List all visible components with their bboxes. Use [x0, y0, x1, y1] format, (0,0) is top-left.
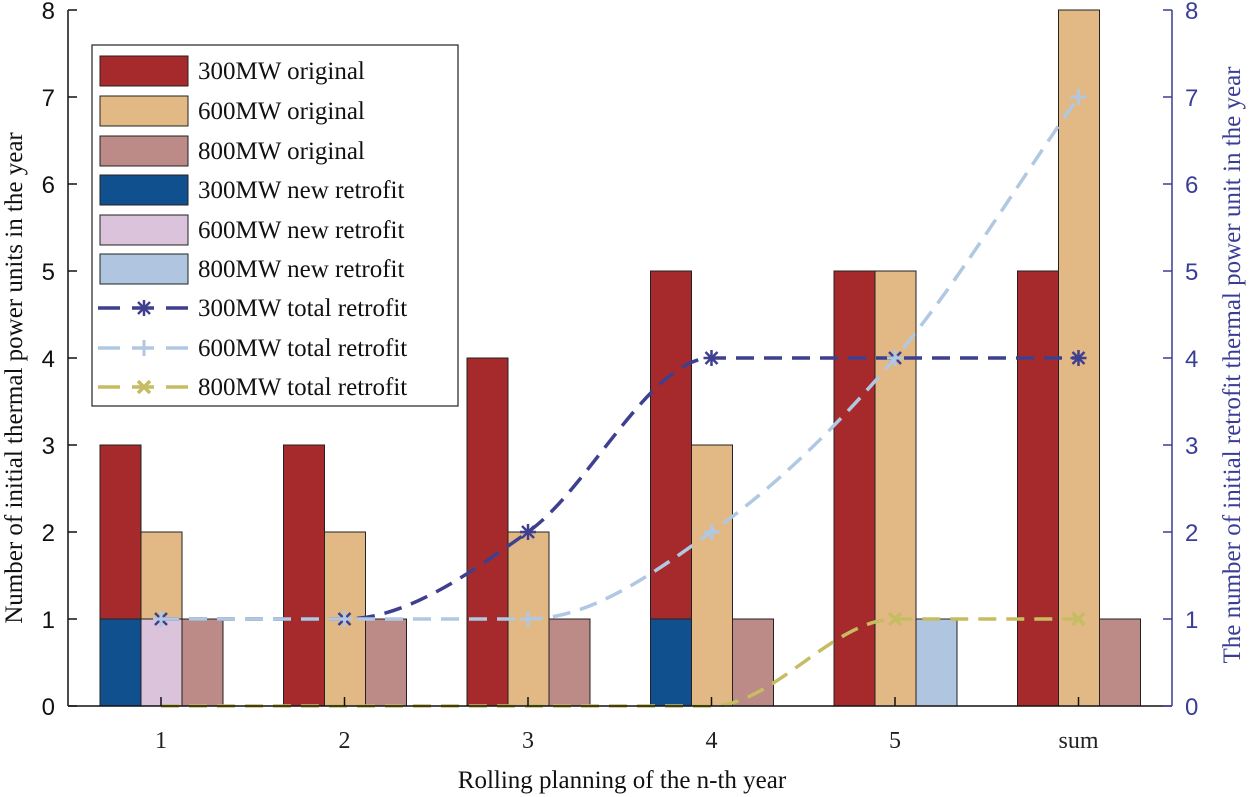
- bar-300mw-new-retrofit: [650, 618, 692, 707]
- y-tick-label-right: 5: [1185, 259, 1198, 286]
- bar-800mw-original: [732, 618, 774, 707]
- axis-frame: 0 0 1 1 2 2 3 3 4 4 5 5 6 6 7 7 8 8 1 2 3 4 5 sum: [42, 0, 1199, 754]
- legend: 300MW original 600MW original 800MW origin…: [91, 44, 459, 407]
- bar-300mw-original: [833, 270, 876, 707]
- line-300mw-total-retrofit-marker-d: [521, 525, 535, 539]
- legend-label: 300MW original: [198, 58, 365, 85]
- y-tick-label-left: 2: [42, 520, 55, 547]
- legend-swatch: [99, 135, 189, 167]
- legend-label: 600MW new retrofit: [198, 217, 404, 244]
- y-tick-label-left: 0: [42, 694, 55, 721]
- bar-300mw-original: [466, 357, 509, 707]
- y-tick-label-left: 8: [42, 0, 55, 25]
- bar-800mw-original: [181, 618, 224, 707]
- legend-swatch: [99, 95, 189, 127]
- bar-800mw-original: [548, 618, 591, 707]
- y-axis-title-left: Number of initial thermal power units in…: [1, 132, 28, 624]
- bar-800mw-new-retrofit: [915, 618, 958, 707]
- bar-800mw-original: [365, 618, 407, 707]
- legend-marker-d: [137, 301, 151, 315]
- x-tick-label: 4: [706, 728, 718, 754]
- bar-300mw-new-retrofit: [99, 618, 142, 707]
- legend-swatch: [99, 55, 189, 87]
- x-tick-label: 3: [522, 728, 534, 754]
- y-tick-label-left: 4: [42, 346, 55, 373]
- legend-label: 600MW total retrofit: [198, 335, 407, 362]
- legend-marker-b: [136, 379, 152, 395]
- y-tick-label-left: 1: [42, 607, 55, 634]
- x-tick-label: 1: [155, 728, 167, 754]
- x-tick-label: 5: [889, 728, 901, 754]
- legend-swatch: [99, 174, 189, 206]
- legend-swatch: [99, 253, 189, 285]
- legend-label: 800MW total retrofit: [198, 374, 407, 401]
- y-tick-label-right: 1: [1185, 607, 1198, 634]
- legend-swatch: [99, 214, 189, 246]
- bars-layer: [99, 9, 1141, 707]
- y-tick-label-left: 3: [42, 433, 55, 460]
- x-tick-label: sum: [1058, 728, 1098, 754]
- y-tick-label-right: 4: [1185, 346, 1198, 373]
- legend-label: 300MW total retrofit: [198, 295, 407, 322]
- x-axis-title: Rolling planning of the n-th year: [458, 767, 787, 794]
- line-300mw-total-retrofit-marker-d: [704, 351, 719, 365]
- line-300mw-total-retrofit-marker-d: [1071, 351, 1086, 365]
- bar-600mw-original: [874, 270, 917, 707]
- legend-label: 800MW original: [198, 138, 365, 165]
- y-tick-label-left: 6: [42, 172, 55, 199]
- line-800mw-total-retrofit-marker-b: [1071, 611, 1086, 627]
- y-tick-label-right: 2: [1185, 520, 1198, 547]
- y-axis-title-right: The number of initial retrofit thermal p…: [1219, 66, 1246, 664]
- y-tick-label-right: 7: [1185, 85, 1198, 112]
- y-tick-label-right: 3: [1185, 433, 1198, 460]
- y-tick-label-right: 8: [1185, 0, 1198, 25]
- bar-300mw-original: [1017, 270, 1059, 707]
- legend-label: 300MW new retrofit: [198, 177, 404, 204]
- bar-600mw-new-retrofit: [140, 618, 183, 707]
- bar-800mw-original: [1099, 618, 1141, 707]
- x-tick-label: 2: [339, 728, 351, 754]
- bar-300mw-original: [283, 444, 325, 707]
- y-tick-label-right: 6: [1185, 172, 1198, 199]
- legend-label: 600MW original: [198, 98, 365, 125]
- legend-label: 800MW new retrofit: [198, 256, 404, 283]
- y-tick-label-right: 0: [1185, 694, 1198, 721]
- y-tick-label-left: 5: [42, 259, 55, 286]
- lines-layer: [153, 89, 1087, 708]
- bar-600mw-original: [691, 444, 733, 707]
- y-tick-label-left: 7: [42, 85, 55, 112]
- line-800mw-total-retrofit-marker-b: [887, 611, 903, 627]
